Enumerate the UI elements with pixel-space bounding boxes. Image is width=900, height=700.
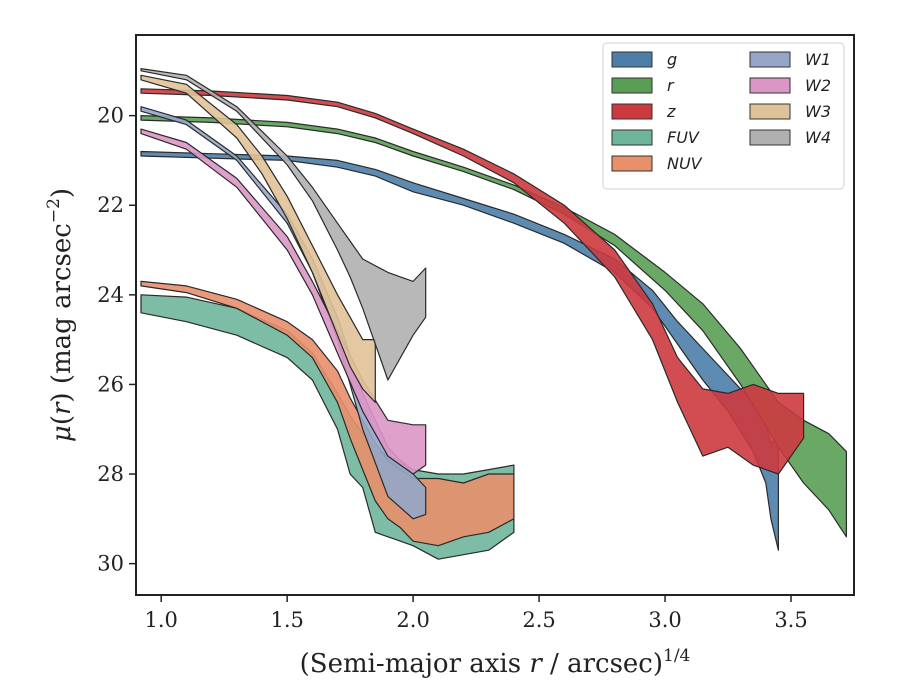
legend: grz FUV NUV W1 W2 W3 W4	[602, 42, 845, 190]
legend-label-W4: W4	[805, 128, 831, 147]
legend-swatch-W4	[749, 129, 791, 146]
x-tick-label: 1.5	[270, 608, 303, 632]
x-tick-label: 2.0	[396, 608, 429, 632]
y-tick-label: 20	[97, 104, 124, 128]
y-tick-label: 22	[97, 193, 124, 217]
band-W4	[140, 67, 427, 381]
x-axis-label: (Semi-major axis r / arcsec)1/4	[300, 646, 691, 679]
legend-label-z: z	[666, 102, 676, 121]
x-tick-label: 2.5	[522, 608, 555, 632]
legend-swatch-NUV	[611, 155, 653, 172]
band-r	[140, 114, 848, 538]
plot-frame	[135, 34, 855, 596]
legend-label-g: g	[667, 50, 677, 69]
legend-label-NUV: NUV	[667, 154, 703, 173]
y-tick-label: 26	[97, 372, 124, 396]
legend-label-r: r	[667, 76, 675, 95]
legend-label-W3: W3	[805, 102, 831, 121]
band-W2	[140, 128, 427, 475]
x-tick-label: 3.0	[648, 608, 681, 632]
legend-swatch-W1	[749, 51, 791, 68]
legend-swatch-W2	[749, 77, 791, 94]
legend-label-W1: W1	[805, 50, 831, 69]
band-z	[140, 88, 805, 475]
y-axis-label: μ(r) (mag arcsec−2)	[44, 188, 77, 442]
data-bands	[140, 67, 848, 560]
legend-label-W2: W2	[805, 76, 831, 95]
y-tick-label: 28	[97, 462, 124, 486]
y-tick-label: 24	[97, 283, 124, 307]
legend-swatch-W3	[749, 103, 791, 120]
band-g	[140, 150, 780, 551]
x-axis: 1.0 1.5 2.0 2.5 3.0 3.5	[144, 595, 808, 632]
x-tick-label: 1.0	[144, 608, 177, 632]
legend-swatch-r	[611, 77, 653, 94]
y-axis: 20 22 24 26 28 30	[97, 104, 136, 576]
legend-label-FUV: FUV	[667, 128, 700, 147]
y-tick-label: 30	[97, 552, 124, 576]
band-W3	[140, 74, 376, 403]
band-NUV	[140, 280, 515, 547]
legend-swatch-z	[611, 103, 653, 120]
legend-swatch-FUV	[611, 129, 653, 146]
x-tick-label: 3.5	[774, 608, 807, 632]
legend-swatch-g	[611, 51, 653, 68]
